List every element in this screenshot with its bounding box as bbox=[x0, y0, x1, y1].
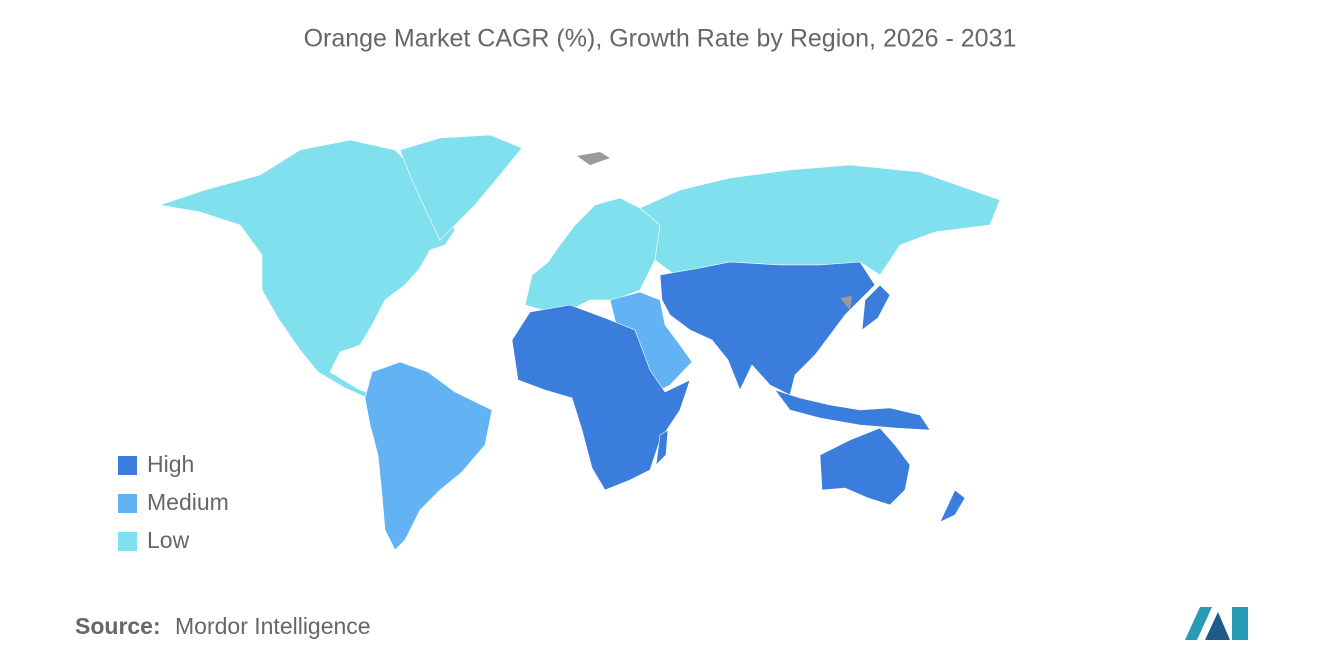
legend-swatch bbox=[118, 494, 137, 513]
world-map bbox=[159, 134, 1001, 551]
korea bbox=[840, 296, 852, 310]
legend-label: Medium bbox=[147, 489, 229, 515]
australia bbox=[819, 427, 911, 506]
logo-part bbox=[1205, 612, 1230, 640]
north-america bbox=[159, 139, 456, 401]
source-label: Source: bbox=[75, 613, 161, 639]
legend-label: Low bbox=[147, 527, 190, 553]
south-america bbox=[364, 361, 493, 551]
japan bbox=[861, 284, 891, 331]
title: Orange Market CAGR (%), Growth Rate by R… bbox=[304, 25, 1017, 53]
source-text: Mordor Intelligence bbox=[175, 613, 371, 639]
legend-label: High bbox=[147, 451, 194, 477]
greenland bbox=[399, 134, 523, 241]
logo-part bbox=[1185, 607, 1212, 640]
logo bbox=[1185, 607, 1248, 640]
logo-part bbox=[1232, 607, 1248, 640]
new-zealand bbox=[939, 489, 966, 523]
southeast-asia bbox=[774, 389, 931, 431]
legend-swatch bbox=[118, 532, 137, 551]
legend: High Medium Low bbox=[118, 451, 229, 553]
legend-swatch bbox=[118, 456, 137, 475]
svalbard bbox=[577, 152, 610, 165]
madagascar bbox=[655, 429, 669, 466]
asia bbox=[659, 261, 876, 396]
